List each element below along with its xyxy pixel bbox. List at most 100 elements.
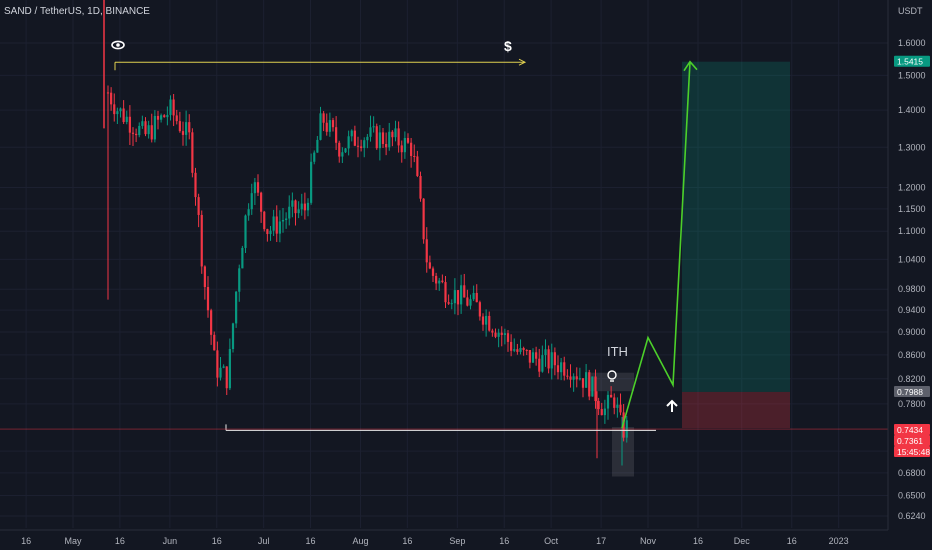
candle-body — [197, 197, 200, 215]
candle-body — [269, 230, 272, 235]
candle-body — [572, 376, 575, 380]
candle-body — [188, 122, 191, 133]
candle-body — [450, 303, 453, 305]
candle-body — [350, 130, 353, 137]
candle-body — [216, 350, 219, 378]
candle-body — [335, 127, 338, 143]
candle-body — [597, 401, 600, 410]
candle-body — [347, 136, 350, 149]
candle-body — [325, 122, 328, 132]
projection-path[interactable] — [621, 60, 698, 429]
candle-body — [503, 333, 506, 335]
candle-body — [310, 161, 313, 203]
price-tick-label: 1.1000 — [898, 226, 926, 236]
candle-body — [422, 198, 425, 240]
projection-arrowhead — [683, 60, 698, 72]
candle-body — [156, 115, 160, 120]
candle-body — [275, 216, 278, 234]
time-tick-label: 16 — [212, 536, 222, 546]
candle-body — [497, 332, 500, 337]
candle-body — [591, 376, 594, 397]
candle-body — [247, 209, 250, 216]
candle-body — [166, 114, 169, 118]
candle-body — [413, 155, 416, 157]
candle-body — [288, 206, 291, 219]
candle-body — [203, 266, 206, 288]
candle-body — [416, 156, 419, 176]
candle-body — [131, 132, 135, 134]
time-tick-label: 16 — [305, 536, 315, 546]
price-tick-label: 0.8600 — [898, 350, 926, 360]
candle-body — [466, 297, 469, 306]
horizontal-levels[interactable] — [0, 58, 888, 431]
price-tag — [894, 446, 930, 458]
candle-body — [410, 142, 413, 156]
candle-body — [519, 347, 522, 352]
candle-body — [550, 352, 553, 369]
candle-body — [222, 366, 225, 368]
candle-body — [119, 108, 122, 112]
price-tag — [894, 424, 930, 436]
candle-body — [225, 366, 228, 389]
candle-body — [594, 376, 597, 402]
time-tick-label: 16 — [402, 536, 412, 546]
candle-body — [213, 334, 216, 351]
candle-body — [613, 397, 616, 408]
candle-body — [110, 92, 113, 105]
candle-body — [485, 315, 488, 325]
candle-body — [163, 115, 166, 118]
price-tag-label: 1.5415 — [897, 57, 923, 67]
candle-body — [425, 239, 428, 263]
candle-body — [138, 125, 141, 136]
candle-body — [228, 349, 231, 389]
candle-body — [588, 372, 591, 397]
candle-body — [385, 143, 388, 148]
candle-body — [356, 145, 360, 147]
candle-body — [469, 299, 472, 306]
candle-body — [513, 349, 516, 351]
time-tick-label: Jul — [258, 536, 270, 546]
candle-body — [581, 378, 585, 388]
candle-body — [178, 121, 181, 132]
candle-body — [472, 292, 475, 300]
candle-body — [113, 104, 116, 115]
candle-body — [541, 355, 544, 372]
candle-body — [313, 152, 316, 162]
candle-body — [372, 126, 375, 128]
candle-body — [491, 330, 494, 333]
candle-body — [419, 175, 422, 199]
candle-body — [181, 131, 185, 135]
candle-body — [122, 108, 125, 123]
time-axis[interactable]: 16 May 16 Jun 16 Jul 16 Aug 16 Sep 16 Oct 17 Nov 16 Dec… — [0, 529, 888, 546]
time-tick-label: 2023 — [829, 536, 849, 546]
candle-body — [553, 352, 556, 366]
candle-body — [363, 140, 366, 148]
candle-body — [263, 211, 266, 230]
price-tick-label: 1.2000 — [898, 183, 926, 193]
candle-body — [535, 352, 538, 359]
candle-body — [353, 130, 356, 146]
time-tick-label: Sep — [449, 536, 465, 546]
eye-level-arrowhead — [518, 58, 527, 66]
candle-body — [235, 291, 238, 324]
arrow-up-icon — [666, 399, 678, 412]
candle-body — [500, 332, 503, 335]
candle-body — [394, 128, 397, 138]
price-tag — [894, 55, 930, 67]
candle-body — [510, 341, 513, 351]
ith-label: ITH — [607, 344, 628, 359]
price-tag-label: 0.7988 — [897, 387, 923, 397]
candle-body — [366, 136, 369, 141]
grid — [0, 0, 888, 528]
candle-body — [463, 285, 466, 298]
candle-body — [147, 125, 150, 135]
candle-body — [569, 376, 572, 380]
long-position-tool[interactable] — [588, 61, 790, 477]
candle-body — [456, 290, 460, 305]
price-tick-label: 0.7800 — [898, 399, 926, 409]
candle-body — [238, 268, 241, 292]
candle-body — [206, 287, 210, 311]
price-tick-label: 1.6000 — [898, 38, 926, 48]
